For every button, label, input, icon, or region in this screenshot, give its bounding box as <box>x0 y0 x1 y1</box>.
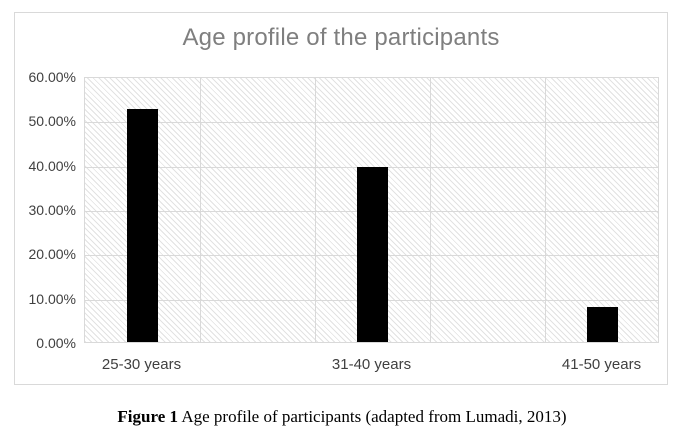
bar-41-50-years <box>587 306 618 342</box>
y-tick-label: 10.00% <box>28 290 76 307</box>
bar-25-30-years <box>127 109 158 342</box>
gridline-vertical <box>430 78 431 342</box>
chart-title: Age profile of the participants <box>182 24 500 51</box>
gridline-vertical <box>545 78 546 342</box>
y-tick-label: 30.00% <box>28 202 76 218</box>
x-category-label: 25-30 years <box>101 356 182 373</box>
figure-caption-text: Age profile of participants (adapted fro… <box>178 407 567 426</box>
y-tick-label: 40.00% <box>28 157 76 174</box>
gridline-vertical <box>200 78 201 342</box>
plot-area <box>84 77 659 343</box>
gridline-vertical <box>315 78 316 342</box>
x-category-label: 41-50 years <box>561 356 642 373</box>
y-tick-label: 50.00% <box>28 113 76 130</box>
y-tick-label: 20.00% <box>28 246 76 263</box>
y-tick-label: 60.00% <box>28 69 76 85</box>
bar-31-40-years <box>357 166 388 342</box>
figure-caption: Figure 1 Age profile of participants (ad… <box>0 407 684 427</box>
x-axis: 25-30 years 31-40 years 41-50 years <box>84 352 659 378</box>
figure-caption-label: Figure 1 <box>117 407 179 426</box>
chart-container: Age profile of the participants 60.00% 50… <box>14 12 668 385</box>
gridline-horizontal <box>85 122 658 124</box>
x-category-label: 31-40 years <box>331 356 412 373</box>
y-tick-label: 0.00% <box>36 335 76 351</box>
y-axis: 60.00% 50.00% 40.00% 30.00% 20.00% 10.00% 0.00… <box>15 69 76 351</box>
